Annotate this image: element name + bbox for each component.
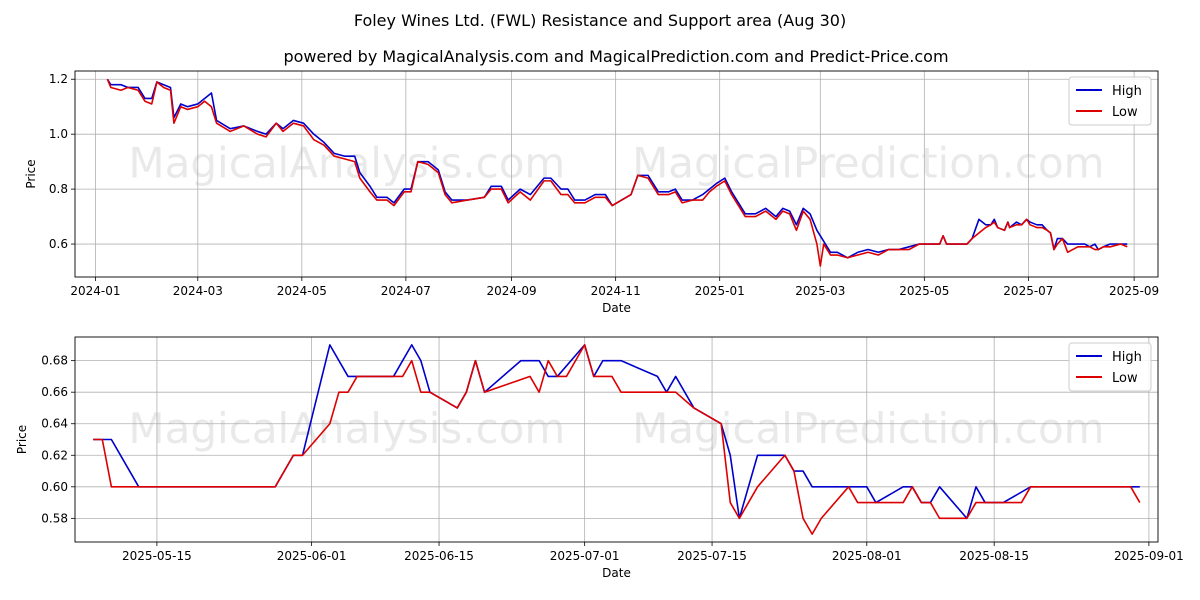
legend-label-high: High xyxy=(1112,84,1142,99)
y-axis-label: Price xyxy=(15,425,29,454)
x-tick-label: 2025-07 xyxy=(1003,284,1053,298)
x-tick-label: 2024-05 xyxy=(277,284,327,298)
x-tick-label: 2025-06-15 xyxy=(404,549,474,563)
x-tick-label: 2025-08-15 xyxy=(959,549,1029,563)
y-tick-label: 0.58 xyxy=(41,511,68,525)
x-tick-label: 2025-01 xyxy=(695,284,745,298)
legend-label-low: Low xyxy=(1112,105,1138,120)
axes-frame xyxy=(74,336,1159,543)
x-tick-label: 2025-09 xyxy=(1109,284,1159,298)
y-tick-label: 0.6 xyxy=(49,237,68,251)
y-axis-label: Price xyxy=(24,159,38,188)
axes-frame xyxy=(74,70,1159,278)
y-tick-label: 0.66 xyxy=(41,385,68,399)
y-tick-label: 1.0 xyxy=(49,127,68,141)
series-line-low xyxy=(93,344,1141,535)
x-tick-label: 2024-09 xyxy=(487,284,537,298)
watermark: MagicalAnalysis.com MagicalPrediction.co… xyxy=(128,404,1104,453)
x-tick-label: 2024-07 xyxy=(381,284,431,298)
top-chart: MagicalAnalysis.com MagicalPrediction.co… xyxy=(24,70,1159,315)
x-tick-label: 2024-11 xyxy=(591,284,641,298)
legend-label-low: Low xyxy=(1112,371,1138,386)
chart-subtitle: powered by MagicalAnalysis.com and Magic… xyxy=(283,47,948,66)
x-tick-label: 2025-07-15 xyxy=(677,549,747,563)
x-tick-label: 2025-06-01 xyxy=(277,549,347,563)
x-tick-label: 2025-05 xyxy=(899,284,949,298)
legend: High Low xyxy=(1068,342,1152,392)
y-tick-label: 0.62 xyxy=(41,448,68,462)
y-tick-label: 0.64 xyxy=(41,417,68,431)
x-tick-label: 2025-03 xyxy=(795,284,845,298)
x-axis-label: Date xyxy=(602,566,631,580)
legend: High Low xyxy=(1068,76,1152,126)
x-tick-label: 2025-09-01 xyxy=(1114,549,1184,563)
y-tick-label: 0.8 xyxy=(49,182,68,196)
y-tick-label: 1.2 xyxy=(49,72,68,86)
watermark: MagicalAnalysis.com MagicalPrediction.co… xyxy=(128,138,1104,187)
legend-label-high: High xyxy=(1112,350,1142,365)
x-tick-label: 2025-05-15 xyxy=(122,549,192,563)
x-tick-label: 2024-01 xyxy=(70,284,120,298)
x-tick-label: 2025-08-01 xyxy=(832,549,902,563)
y-tick-label: 0.60 xyxy=(41,480,68,494)
x-tick-label: 2025-07-01 xyxy=(550,549,620,563)
series-line-low xyxy=(106,78,1128,267)
y-tick-label: 0.68 xyxy=(41,354,68,368)
x-axis-label: Date xyxy=(602,301,631,315)
x-tick-label: 2024-03 xyxy=(173,284,223,298)
bottom-chart: MagicalAnalysis.com MagicalPrediction.co… xyxy=(15,336,1184,580)
chart-title: Foley Wines Ltd. (FWL) Resistance and Su… xyxy=(354,11,846,30)
